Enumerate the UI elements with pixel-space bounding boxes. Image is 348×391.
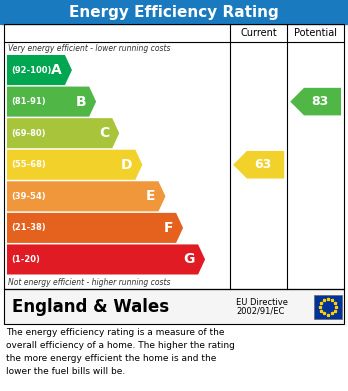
Text: (92-100): (92-100): [11, 66, 52, 75]
Text: Potential: Potential: [294, 28, 337, 38]
Polygon shape: [7, 150, 142, 180]
Text: F: F: [164, 221, 173, 235]
Text: 2002/91/EC: 2002/91/EC: [236, 306, 284, 315]
Polygon shape: [7, 181, 165, 212]
Text: (81-91): (81-91): [11, 97, 46, 106]
Bar: [0, 0, 348, 24]
Text: (21-38): (21-38): [11, 223, 46, 232]
Text: The energy efficiency rating is a measure of the
overall efficiency of a home. T: The energy efficiency rating is a measur…: [6, 328, 235, 375]
Text: Very energy efficient - lower running costs: Very energy efficient - lower running co…: [8, 44, 171, 53]
Text: EU Directive: EU Directive: [236, 298, 288, 307]
Text: Not energy efficient - higher running costs: Not energy efficient - higher running co…: [8, 278, 171, 287]
Text: 63: 63: [255, 158, 272, 171]
Polygon shape: [7, 86, 96, 117]
Bar: [4, 289, 344, 324]
Polygon shape: [290, 88, 341, 115]
Text: C: C: [99, 126, 109, 140]
Text: (69-80): (69-80): [11, 129, 46, 138]
Bar: [4, 24, 344, 289]
Polygon shape: [7, 55, 72, 85]
Text: 83: 83: [311, 95, 329, 108]
Text: E: E: [146, 189, 156, 203]
Polygon shape: [7, 244, 205, 274]
Text: England & Wales: England & Wales: [12, 298, 169, 316]
Text: (39-54): (39-54): [11, 192, 46, 201]
Text: G: G: [184, 253, 195, 266]
Polygon shape: [7, 213, 183, 243]
Text: Energy Efficiency Rating: Energy Efficiency Rating: [69, 5, 279, 20]
Text: Current: Current: [240, 28, 277, 38]
Polygon shape: [233, 151, 284, 179]
Text: (55-68): (55-68): [11, 160, 46, 169]
Polygon shape: [7, 118, 119, 148]
Text: A: A: [51, 63, 62, 77]
Text: D: D: [121, 158, 132, 172]
Text: (1-20): (1-20): [11, 255, 40, 264]
Text: B: B: [76, 95, 86, 109]
Bar: [314, 294, 342, 319]
